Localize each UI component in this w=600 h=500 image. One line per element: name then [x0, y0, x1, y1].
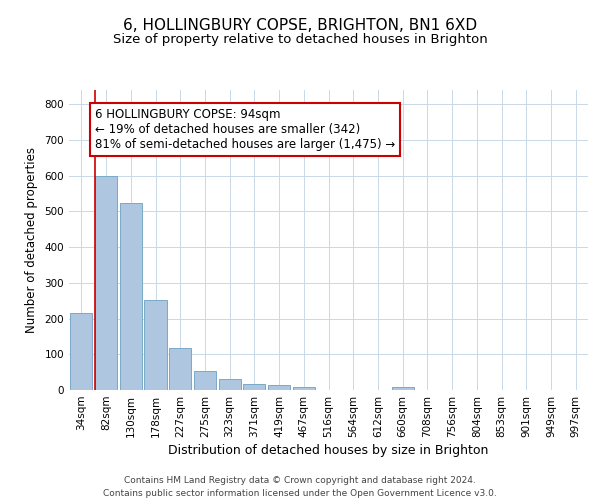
Bar — [392, 387, 414, 390]
X-axis label: Distribution of detached houses by size in Brighton: Distribution of detached houses by size … — [169, 444, 488, 457]
Bar — [218, 380, 241, 390]
Text: Contains HM Land Registry data © Crown copyright and database right 2024.
Contai: Contains HM Land Registry data © Crown c… — [103, 476, 497, 498]
Bar — [293, 387, 315, 390]
Bar — [268, 385, 290, 390]
Bar — [169, 348, 191, 390]
Text: 6 HOLLINGBURY COPSE: 94sqm
← 19% of detached houses are smaller (342)
81% of sem: 6 HOLLINGBURY COPSE: 94sqm ← 19% of deta… — [95, 108, 395, 151]
Bar — [70, 313, 92, 390]
Bar — [243, 384, 265, 390]
Bar — [194, 371, 216, 390]
Bar — [119, 202, 142, 390]
Bar — [145, 300, 167, 390]
Text: Size of property relative to detached houses in Brighton: Size of property relative to detached ho… — [113, 32, 487, 46]
Text: 6, HOLLINGBURY COPSE, BRIGHTON, BN1 6XD: 6, HOLLINGBURY COPSE, BRIGHTON, BN1 6XD — [123, 18, 477, 32]
Y-axis label: Number of detached properties: Number of detached properties — [25, 147, 38, 333]
Bar — [95, 176, 117, 390]
